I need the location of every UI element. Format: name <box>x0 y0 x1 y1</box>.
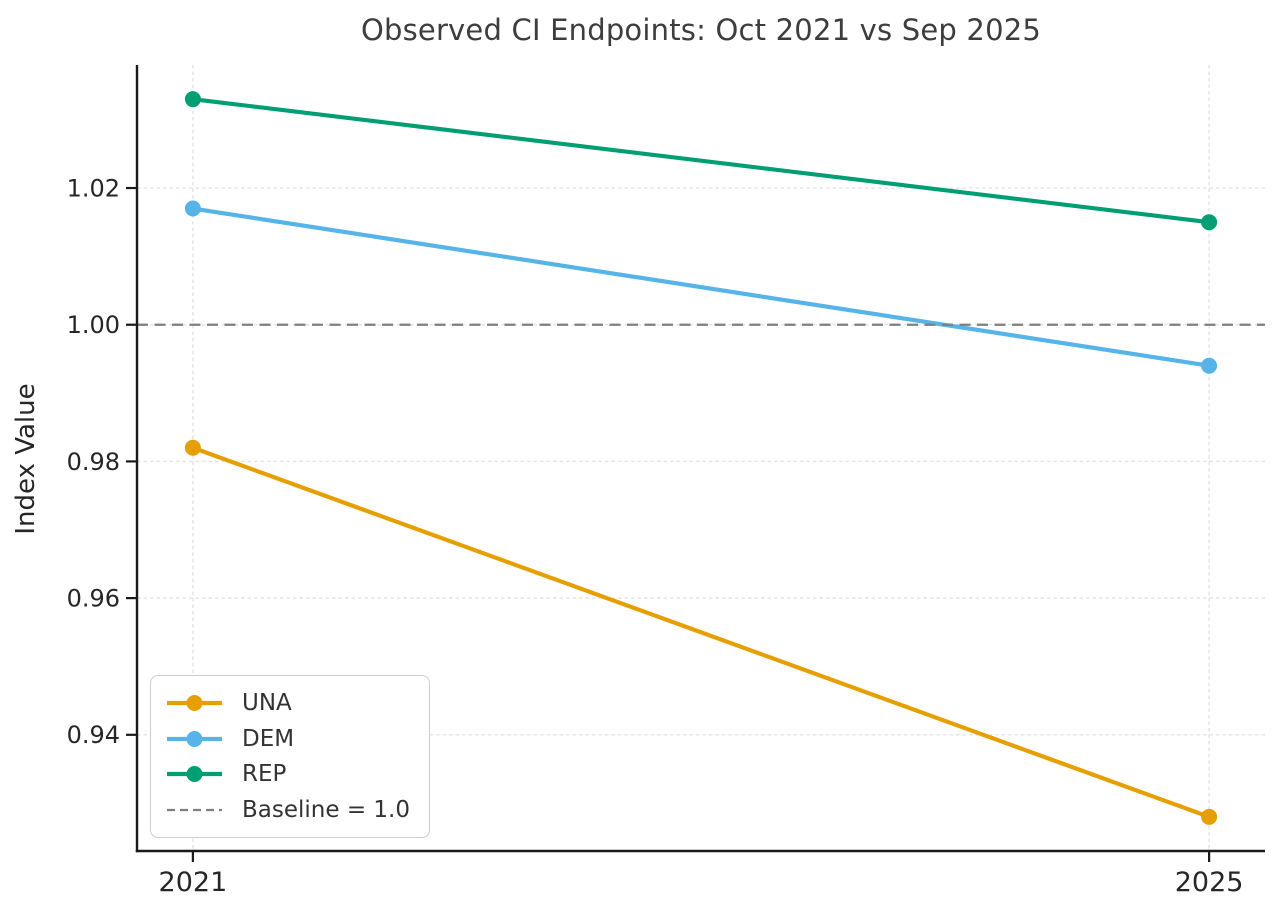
legend-sample-marker <box>186 695 203 712</box>
series-line-rep <box>190 97 1212 225</box>
series-marker-una <box>1201 808 1218 825</box>
legend-label: REP <box>242 761 287 788</box>
y-tick-label: 0.94 <box>67 721 120 749</box>
series-marker-rep <box>184 91 201 108</box>
legend-sample-marker <box>186 730 203 747</box>
legend-label: Baseline = 1.0 <box>242 796 410 823</box>
legend-line-marker-sample <box>167 695 222 712</box>
legend-line-marker-sample <box>167 766 222 783</box>
legend: UNA DEM REP Baseline = 1.0 <box>150 675 430 838</box>
legend-label: UNA <box>242 690 292 717</box>
legend-line-marker-sample <box>167 730 222 747</box>
legend-item-una: UNA <box>166 690 429 716</box>
x-tick-label: 2021 <box>159 867 228 898</box>
x-tick-label: 2025 <box>1175 867 1244 898</box>
series-marker-dem <box>184 200 201 217</box>
legend-label: DEM <box>242 725 295 752</box>
y-axis-label: Index Value <box>11 383 41 534</box>
y-tick-label: 1.00 <box>67 311 120 339</box>
legend-sample-marker <box>186 766 203 783</box>
legend-item-baseline: Baseline = 1.0 <box>166 797 429 823</box>
chart-title: Observed CI Endpoints: Oct 2021 vs Sep 2… <box>360 13 1042 47</box>
y-tick-label: 0.96 <box>67 585 120 613</box>
series-marker-dem <box>1201 357 1218 374</box>
y-tick-label: 1.02 <box>67 174 120 202</box>
series-line-dem <box>190 206 1212 368</box>
series-line-una <box>190 445 1212 819</box>
legend-dashed-line-sample <box>167 808 222 811</box>
series-marker-rep <box>1201 214 1218 231</box>
series-marker-una <box>184 439 201 456</box>
legend-item-rep: REP <box>166 761 429 787</box>
y-tick-label: 0.98 <box>67 448 120 476</box>
legend-item-dem: DEM <box>166 726 429 752</box>
